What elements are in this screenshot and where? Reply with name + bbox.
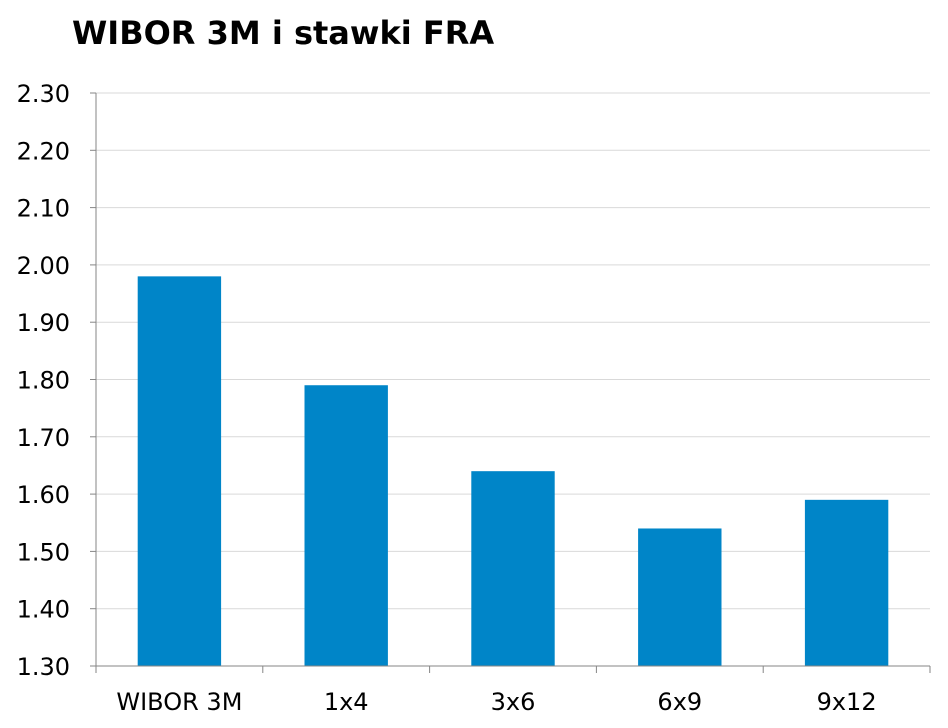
y-tick-label: 2.20 — [17, 137, 70, 165]
y-tick-label: 1.80 — [17, 367, 70, 395]
x-tick-label: 9x12 — [817, 688, 877, 716]
bar-6x9 — [638, 528, 722, 666]
x-tick-label: 6x9 — [657, 688, 702, 716]
y-tick-labels: 1.30 1.40 1.50 1.60 1.70 1.80 1.90 2.00 2.10 2.20… — [17, 80, 70, 681]
y-tick-label: 2.00 — [17, 252, 70, 280]
chart-title: WIBOR 3M i stawki FRA — [72, 14, 495, 52]
bar-3x6 — [471, 471, 555, 666]
bar-1x4 — [304, 385, 388, 666]
y-tick-label: 1.60 — [17, 481, 70, 509]
bars — [137, 276, 889, 666]
x-tick-label: 1x4 — [324, 688, 369, 716]
y-tick-label: 1.70 — [17, 424, 70, 452]
axes — [90, 92, 931, 673]
bar-9x12 — [804, 499, 889, 666]
y-tick-label: 2.10 — [17, 195, 70, 223]
y-tick-label: 1.50 — [17, 538, 70, 566]
y-tick-label: 1.40 — [17, 596, 70, 624]
x-tick-label: WIBOR 3M — [116, 688, 242, 716]
x-tick-label: 3x6 — [491, 688, 536, 716]
bar-wibor-3m — [137, 276, 222, 666]
y-tick-label: 1.30 — [17, 653, 70, 681]
x-tick-labels: WIBOR 3M 1x4 3x6 6x9 9x12 — [116, 688, 876, 716]
y-tick-label: 2.30 — [17, 80, 70, 108]
y-tick-label: 1.90 — [17, 309, 70, 337]
